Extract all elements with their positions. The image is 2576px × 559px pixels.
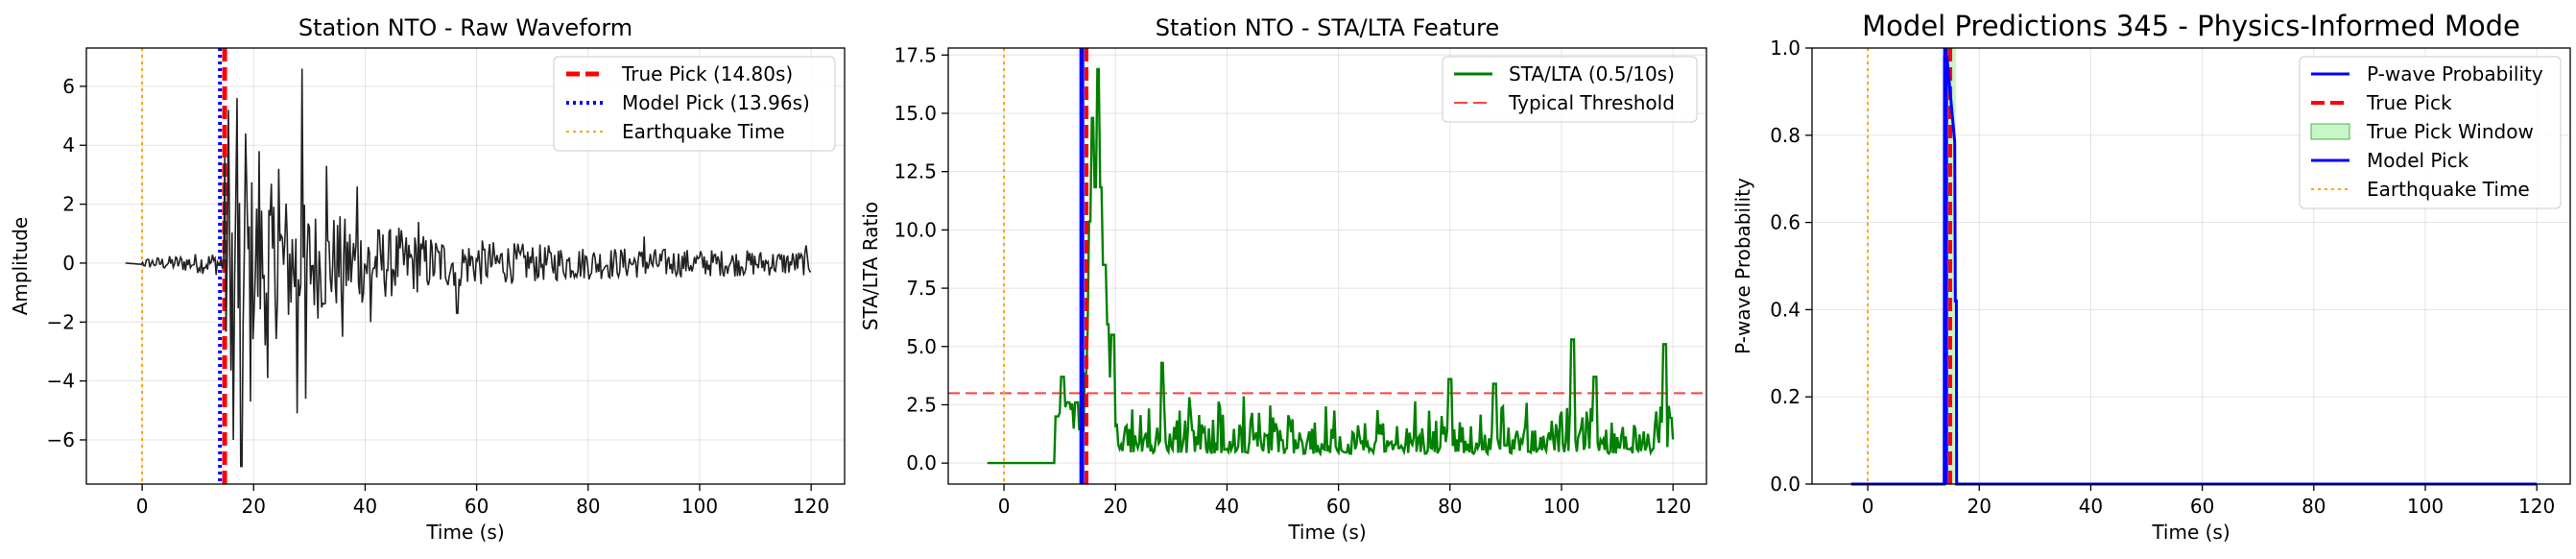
panel-1-frame [85,47,846,485]
y-tick-label: 4 [62,134,75,157]
y-tick-label: −4 [47,370,75,393]
panel-3-xlabel: Time (s) [2151,521,2230,544]
x-tick-label: 20 [1104,495,1128,518]
panel-3-yticks: 0.0 0.2 0.4 0.6 0.8 1.0 [1770,36,1812,496]
panel-1-vlines [141,48,227,484]
panel-2-xlabel: Time (s) [1287,521,1366,544]
y-tick-label: 17.5 [894,43,937,66]
x-tick-label: 120 [2518,495,2555,518]
x-tick-label: 0 [998,495,1011,518]
panel-1-yticks: −6 −4 −2 0 2 4 6 [47,75,86,451]
x-tick-label: 20 [242,495,266,518]
x-tick-label: 0 [1862,495,1874,518]
panel-3-frame [1811,47,2571,485]
panel-1-legend-box [553,56,836,152]
y-tick-label: −6 [47,428,75,451]
y-tick-label: 0 [62,252,75,275]
probability-line [1850,55,2538,486]
y-tick-label: 0.4 [1770,298,1801,321]
panel-raw-waveform: Station NTO - Raw Waveform 0 20 40 60 80 100 1… [9,14,846,544]
x-tick-label: 60 [465,495,489,518]
legend-true-pick: True Pick [2366,91,2452,114]
x-tick-label: 60 [2190,495,2214,518]
panel-model-predictions: Model Predictions 345 - Physics-Informed… [1731,10,2571,544]
legend-earthquake-time: Earthquake Time [622,120,785,143]
x-tick-label: 20 [1968,495,1992,518]
panel-1-title: Station NTO - Raw Waveform [298,14,632,41]
y-tick-label: 0.0 [1770,473,1801,496]
panel-2-legend-box [1442,56,1698,123]
x-tick-label: 80 [576,495,600,518]
legend-true-pick: True Pick (14.80s) [621,62,793,85]
x-tick-label: 60 [1326,495,1350,518]
x-tick-label: 100 [2407,495,2444,518]
legend-model-pick: Model Pick [2367,149,2469,172]
panel-2-ylabel: STA/LTA Ratio [859,202,882,330]
y-tick-label: −2 [47,310,75,333]
x-tick-label: 40 [353,495,377,518]
x-tick-label: 80 [1438,495,1462,518]
y-tick-label: 1.0 [1770,36,1801,60]
x-tick-label: 100 [1543,495,1580,518]
y-tick-label: 0.0 [906,451,937,474]
panel-3-title: Model Predictions 345 - Physics-Informed… [1862,10,2520,42]
panel-3-ylabel: P-wave Probability [1731,178,1754,354]
panel-2-title: Station NTO - STA/LTA Feature [1156,14,1500,41]
x-tick-label: 0 [136,495,149,518]
panel-3-vlines [1867,48,1953,484]
y-tick-label: 7.5 [906,277,937,300]
legend-probability: P-wave Probability [2367,62,2543,85]
x-tick-label: 40 [1215,495,1239,518]
y-tick-label: 0.6 [1770,211,1801,234]
waveform-line [125,68,812,468]
y-tick-label: 0.8 [1770,124,1801,147]
x-tick-label: 40 [2079,495,2103,518]
legend-stalta: STA/LTA (0.5/10s) [1509,62,1675,85]
panel-2-yticks: 0.0 2.5 5.0 7.5 10.0 12.5 15.0 17.5 [894,43,948,474]
x-tick-label: 120 [1655,495,1691,518]
x-tick-label: 80 [2302,495,2326,518]
x-tick-label: 100 [681,495,718,518]
panel-1-xlabel: Time (s) [425,521,504,544]
y-tick-label: 6 [62,75,75,98]
panel-2-frame [947,47,1707,485]
y-tick-label: 5.0 [906,335,937,358]
panel-2-vlines [1003,48,1089,484]
y-tick-label: 2 [62,193,75,216]
panel-3-legend-box [2299,56,2562,209]
panel-1-xticks: 0 20 40 60 80 100 120 [136,484,829,518]
stalta-line [987,67,1675,465]
panel-1-legend: True Pick (14.80s) Model Pick (13.96s) E… [553,56,836,152]
legend-true-pick-window-swatch [2310,123,2350,140]
panel-1-ylabel: Amplitude [9,217,32,316]
legend-threshold: Typical Threshold [1508,91,1675,114]
y-tick-label: 2.5 [906,393,937,416]
panel-3-xticks: 0 20 40 60 80 100 120 [1862,484,2555,518]
y-tick-label: 10.0 [894,218,937,241]
y-tick-label: 15.0 [894,102,937,125]
panel-3-legend: P-wave Probability True Pick True Pick W… [2299,56,2562,209]
y-tick-label: 12.5 [894,160,937,183]
legend-true-pick-window: True Pick Window [2366,120,2534,143]
panel-stalta: Station NTO - STA/LTA Feature 0 20 40 60 80 1… [859,14,1707,544]
y-tick-label: 0.2 [1770,385,1801,408]
panel-2-xticks: 0 20 40 60 80 100 120 [998,484,1691,518]
legend-model-pick: Model Pick (13.96s) [622,91,810,114]
x-tick-label: 120 [793,495,829,518]
panel-2-legend: STA/LTA (0.5/10s) Typical Threshold [1442,56,1698,123]
legend-earthquake-time: Earthquake Time [2367,178,2530,201]
